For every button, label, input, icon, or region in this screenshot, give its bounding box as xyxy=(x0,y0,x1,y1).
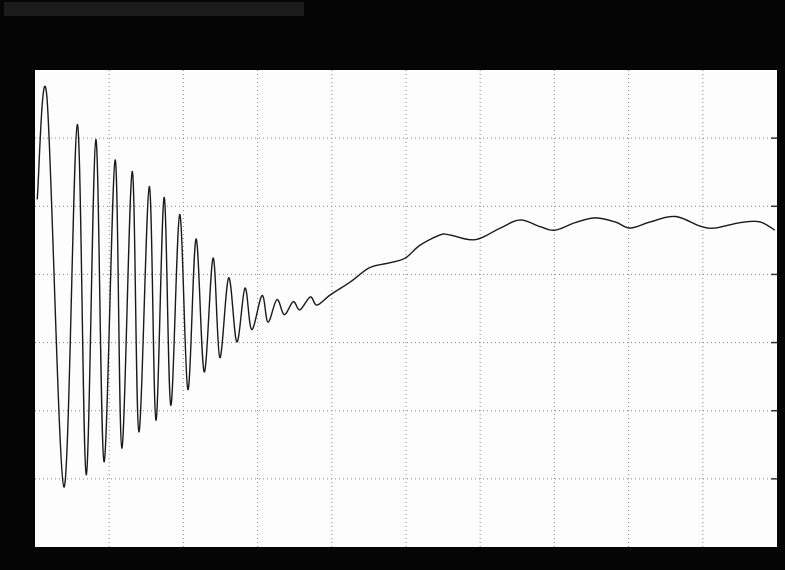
scope-screen xyxy=(0,0,785,570)
plot-area xyxy=(35,70,777,547)
header-noise xyxy=(4,2,304,16)
page: (() => { const data = JSON.parse(documen… xyxy=(0,0,785,570)
